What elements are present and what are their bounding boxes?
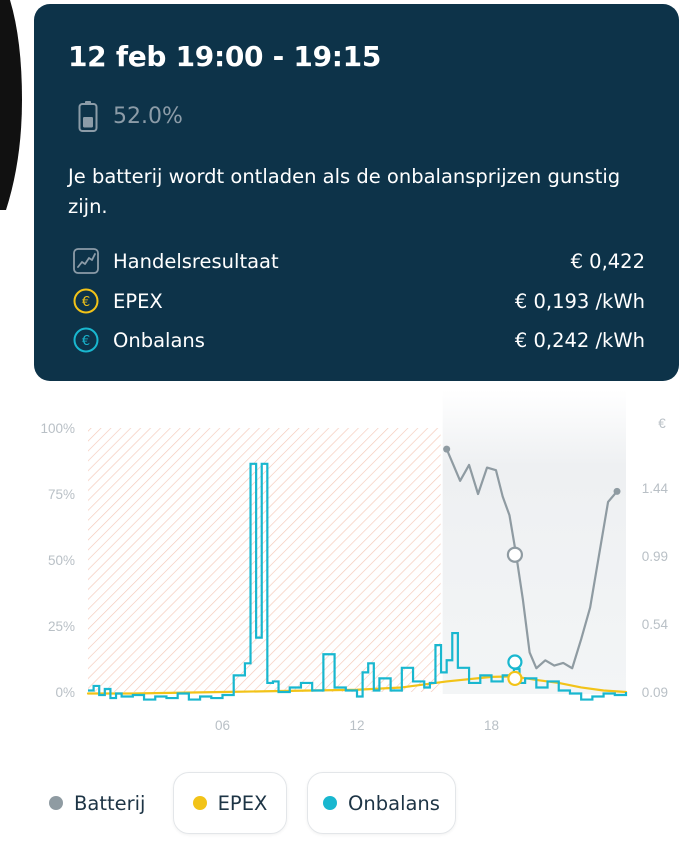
legend-dot — [49, 796, 63, 810]
legend-item-batterij[interactable]: Batterij — [49, 772, 145, 834]
metric-handelsresultaat: Handelsresultaat € 0,422 — [72, 246, 645, 276]
series-batterij-line — [445, 448, 619, 670]
past-period-hatch — [88, 428, 441, 692]
batterij-start-point — [443, 445, 451, 453]
chart-legend: Batterij EPEX Onbalans — [0, 770, 690, 836]
battery-percentage: 52.0% — [113, 104, 183, 129]
right-axis-unit: € — [658, 416, 666, 431]
legend-label: Batterij — [74, 791, 146, 815]
left-axis-tick: 75% — [48, 487, 75, 502]
metric-label: Onbalans — [113, 328, 205, 352]
legend-dot — [192, 796, 207, 810]
x-axis-tick: 06 — [215, 718, 230, 733]
legend-dot — [323, 796, 338, 810]
legend-item-epex[interactable]: EPEX — [173, 772, 287, 834]
left-axis-tick: 0% — [55, 685, 75, 700]
metric-value: € 0,422 — [570, 249, 645, 273]
right-axis-tick: 0.99 — [642, 549, 668, 564]
background-edge-shape — [0, 0, 22, 210]
trend-chart-icon — [73, 248, 99, 274]
legend-label: EPEX — [217, 791, 268, 815]
battery-status: 52.0% — [78, 100, 183, 133]
forecast-region — [442, 390, 626, 694]
x-axis-tick: 12 — [349, 718, 364, 733]
battery-icon — [78, 101, 98, 132]
metric-label: Handelsresultaat — [113, 249, 279, 273]
euro-circle-icon: € — [73, 288, 99, 314]
legend-item-onbalans[interactable]: Onbalans — [307, 772, 456, 834]
svg-text:€: € — [82, 334, 90, 349]
price-battery-chart[interactable]: 100% 75% 50% 25% 0% €1.44 0.99 0.54 0.09 06 12 18 — [0, 390, 690, 750]
svg-text:€: € — [82, 295, 90, 310]
metric-value: € 0,193 /kWh — [514, 289, 645, 313]
euro-circle-icon: € — [73, 327, 99, 353]
batterij-selected-marker — [506, 546, 524, 563]
left-axis-tick: 25% — [48, 619, 75, 634]
metric-value: € 0,242 /kWh — [514, 328, 645, 352]
batterij-end-point — [613, 487, 621, 495]
detail-card: 12 feb 19:00 - 19:15 52.0% Je batterij w… — [34, 4, 679, 381]
x-axis-tick: 18 — [484, 718, 499, 733]
interval-title: 12 feb 19:00 - 19:15 — [68, 40, 382, 73]
right-axis-tick: 1.44 — [642, 481, 669, 496]
right-axis-tick: 0.09 — [642, 685, 668, 700]
metric-epex: € EPEX € 0,193 /kWh — [72, 286, 645, 316]
metric-label: EPEX — [113, 289, 163, 313]
status-description: Je batterij wordt ontladen als de onbala… — [68, 165, 621, 218]
left-axis-tick: 50% — [48, 553, 75, 568]
left-axis-tick: 100% — [40, 421, 75, 436]
right-axis-tick: 0.54 — [642, 617, 669, 632]
metric-onbalans: € Onbalans € 0,242 /kWh — [72, 325, 645, 355]
chart-canvas[interactable]: 100% 75% 50% 25% 0% €1.44 0.99 0.54 0.09 06 12 18 — [0, 390, 690, 750]
epex-selected-marker — [507, 670, 523, 687]
onbalans-selected-marker — [507, 654, 523, 670]
legend-label: Onbalans — [348, 791, 440, 815]
